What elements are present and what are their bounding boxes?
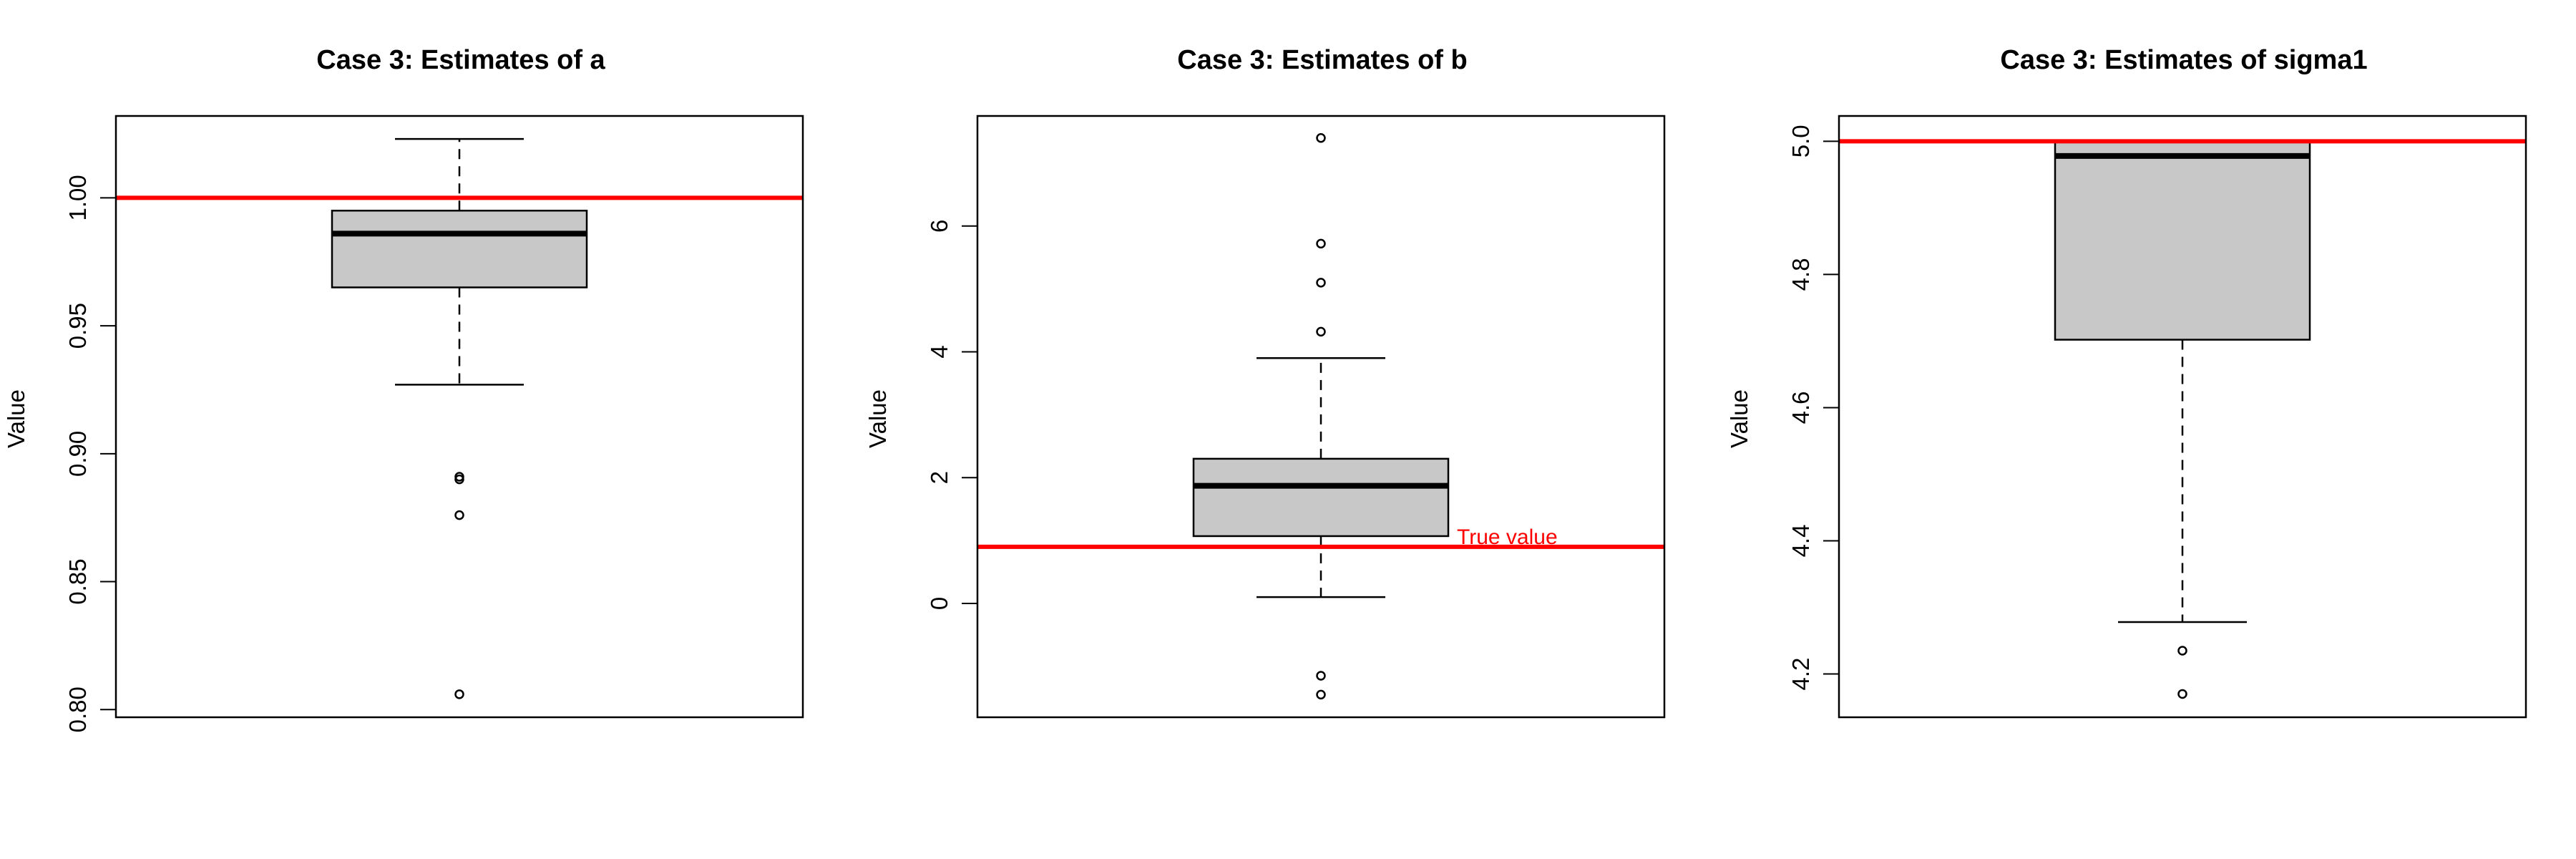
iqr-box	[331, 210, 588, 288]
outlier-point	[1316, 671, 1326, 681]
y-tick-label: 5.0	[1787, 125, 1814, 157]
outlier-point	[454, 474, 464, 485]
y-tick-label: 0.85	[64, 558, 91, 604]
panel-estimates-sigma1: Case 3: Estimates of sigma1 Value 4.2 4.4…	[1726, 45, 2527, 719]
panel-title: Case 3: Estimates of sigma1	[2000, 45, 2367, 75]
iqr-box	[1192, 457, 1450, 538]
outlier-point	[454, 689, 464, 699]
y-axis-label: Value	[1726, 389, 1752, 448]
y-tick-label: 0.90	[64, 431, 91, 477]
y-tick-label: 0.95	[64, 303, 91, 349]
y-axis-label: Value	[864, 389, 891, 448]
y-axis-label: Value	[3, 389, 29, 448]
y-tick-label: 4.4	[1787, 525, 1814, 558]
plot-area: 0.80 0.85 0.90 0.95 1.00	[64, 115, 804, 732]
panel-estimates-a: Case 3: Estimates of a Value 0.80 0.85 0.9…	[3, 45, 804, 732]
panel-title: Case 3: Estimates of b	[1177, 45, 1467, 75]
y-tick-label: 2	[926, 471, 952, 484]
panel-estimates-b: Case 3: Estimates of b Value 0 2 4 6 True va…	[864, 45, 1666, 719]
y-tick-label: 6	[926, 220, 952, 233]
plot-area: 0 2 4 6 True value	[926, 115, 1666, 719]
y-tick-label: 0.80	[64, 686, 91, 732]
y-tick-label: 4.8	[1787, 258, 1814, 291]
plot-frame	[114, 115, 804, 719]
outlier-point	[1316, 133, 1326, 143]
panel-title: Case 3: Estimates of a	[316, 45, 605, 75]
outlier-point	[1316, 689, 1326, 700]
y-tick-label: 4.6	[1787, 392, 1814, 424]
iqr-box	[2054, 140, 2311, 341]
plot-frame	[976, 115, 1666, 719]
outlier-point	[1316, 326, 1326, 337]
outlier-point	[1316, 278, 1326, 288]
y-tick-label: 0	[926, 597, 952, 610]
outlier-point	[2177, 646, 2187, 656]
true-value-label: True value	[1457, 525, 1558, 549]
outlier-point	[454, 510, 464, 520]
y-tick-label: 1.00	[64, 175, 91, 220]
y-tick-label: 4	[926, 345, 952, 358]
outlier-point	[2177, 689, 2187, 699]
y-tick-label: 4.2	[1787, 658, 1814, 691]
outlier-point	[1316, 238, 1326, 249]
plot-area: 4.2 4.4 4.6 4.8 5.0	[1787, 115, 2527, 719]
plot-frame	[1838, 115, 2527, 719]
